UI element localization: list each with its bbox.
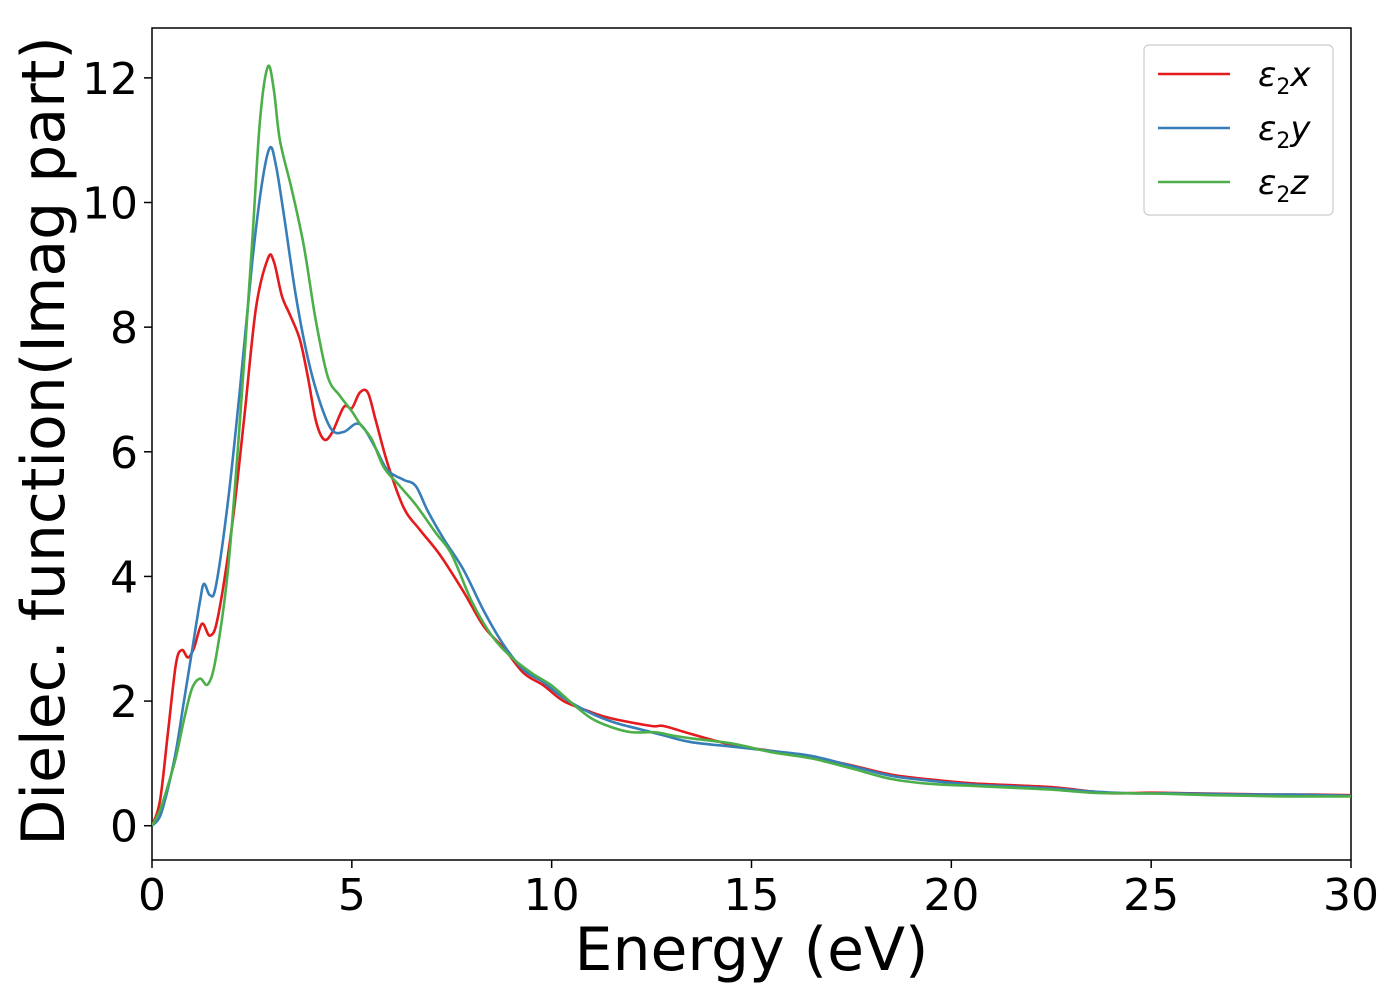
x-tick-label: 10 <box>524 870 580 921</box>
y-tick-label: 8 <box>110 303 138 354</box>
y-tick-label: 0 <box>110 802 138 853</box>
legend: ε2x ε2y ε2z <box>1143 44 1334 216</box>
x-axis-label: Energy (eV) <box>575 915 929 985</box>
y-tick-label: 6 <box>110 428 138 479</box>
y-tick-label: 12 <box>82 54 138 105</box>
series-line-y <box>152 145 1351 827</box>
x-tick-label: 15 <box>724 870 780 921</box>
y-tick-label: 2 <box>110 677 138 728</box>
x-tick-label: 20 <box>923 870 979 921</box>
y-axis-ticks: 0 2 4 6 8 10 12 <box>82 54 152 853</box>
legend-label: ε2y <box>1258 109 1311 154</box>
series-line-z <box>152 64 1351 827</box>
x-tick-label: 25 <box>1123 870 1179 921</box>
y-tick-label: 4 <box>110 552 138 603</box>
y-axis-label: Dielec. function(Imag part) <box>9 36 79 846</box>
y-tick-label: 10 <box>82 179 138 230</box>
legend-label: ε2z <box>1258 163 1309 208</box>
x-tick-label: 5 <box>338 870 366 921</box>
x-tick-label: 0 <box>138 870 166 921</box>
x-axis-ticks: 0 5 10 15 20 25 30 <box>138 860 1379 921</box>
series-layer <box>152 64 1351 827</box>
x-tick-label: 30 <box>1323 870 1379 921</box>
legend-box <box>1143 44 1334 216</box>
legend-label: ε2x <box>1258 55 1311 100</box>
